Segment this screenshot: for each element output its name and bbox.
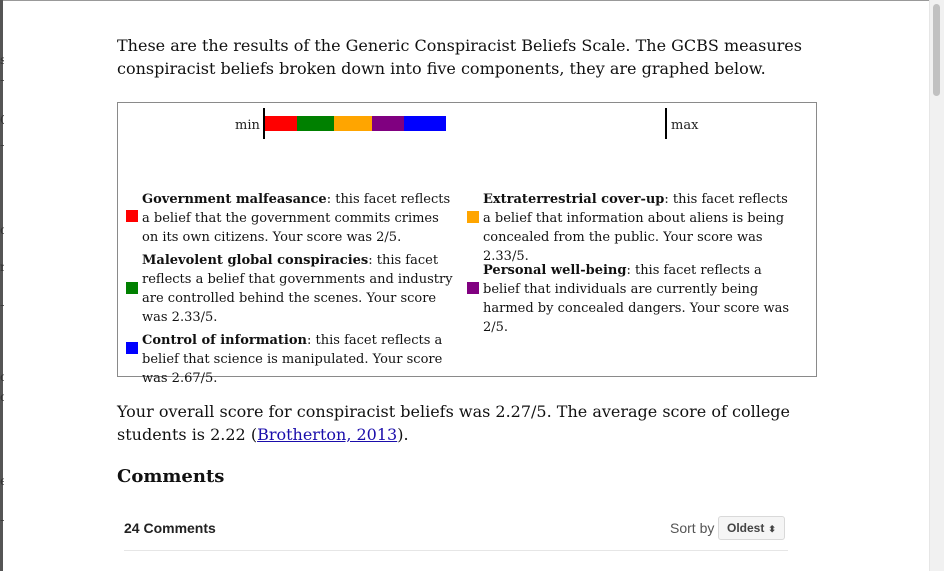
bar-segment-personal-well-being <box>371 116 404 131</box>
background-text-fragment: c <box>0 392 4 402</box>
legend-description: : this facet reflects a belief that gove… <box>142 253 453 325</box>
background-page-edge <box>0 0 3 571</box>
background-text-fragment: s <box>0 55 4 65</box>
overall-score-paragraph: Your overall score for conspiracist beli… <box>117 400 817 446</box>
chevron-updown-icon: ⬍ <box>768 524 776 534</box>
background-text-fragment: r <box>0 262 4 272</box>
sort-dropdown[interactable]: Oldest ⬍ <box>718 516 785 540</box>
legend-swatch-blue <box>126 342 138 354</box>
background-text-fragment: ⸺ <box>0 515 4 525</box>
legend-title: Personal well-being <box>483 263 627 278</box>
legend-swatch-red <box>126 210 138 222</box>
background-text-fragment: C <box>0 115 4 125</box>
comments-toolbar: 24 Comments Sort by Oldest ⬍ <box>124 510 788 551</box>
legend-title: Malevolent global conspiracies <box>142 253 369 268</box>
scale-max-label: max <box>671 118 699 133</box>
legend-swatch-green <box>126 282 138 294</box>
legend-control-of-information: Control of information: this facet refle… <box>126 331 456 386</box>
background-text-fragment: ⸺ <box>0 300 4 310</box>
legend-government-malfeasance: Government malfeasance: this facet refle… <box>126 190 456 247</box>
vertical-scrollbar[interactable] <box>929 0 944 571</box>
legend-title: Extraterrestrial cover-up <box>483 192 665 207</box>
background-text-fragment: ⸺ <box>0 140 4 150</box>
legend-swatch-orange <box>467 211 479 223</box>
bar-segment-extraterrestrial-cover-up <box>334 116 372 131</box>
overall-score-text: Your overall score for conspiracist beli… <box>117 402 790 444</box>
legend-description: : this facet reflects a belief that indi… <box>483 263 790 335</box>
legend-extraterrestrial-cover-up: Extraterrestrial cover-up: this facet re… <box>467 190 797 264</box>
bar-segment-malevolent-global-conspiracies <box>297 116 335 131</box>
scale-min-tick <box>263 108 265 139</box>
legend-description: : this facet reflects a belief that info… <box>483 192 788 264</box>
scale-min-label: min <box>235 118 260 133</box>
background-text-fragment: o <box>0 372 4 382</box>
citation-link[interactable]: Brotherton, 2013 <box>257 425 398 444</box>
background-text-fragment: c <box>0 225 4 235</box>
legend-title: Government malfeasance <box>142 192 327 207</box>
overall-score-text-end: ). <box>397 425 409 444</box>
comment-count: 24 Comments <box>124 520 216 536</box>
background-text-fragment: ⸺ <box>0 75 4 85</box>
scale-max-tick <box>665 108 667 139</box>
legend-description: : this facet reflects a belief that scie… <box>142 333 443 386</box>
legend-malevolent-global-conspiracies: Malevolent global conspiracies: this fac… <box>126 251 456 327</box>
legend-personal-well-being: Personal well-being: this facet reflects… <box>467 261 797 335</box>
sort-value: Oldest <box>727 521 765 535</box>
gcbs-chart: min max Government malfeasance: this fac… <box>117 102 817 386</box>
bar-segment-government-malfeasance <box>265 116 297 131</box>
sort-label: Sort by <box>670 520 715 536</box>
scrollbar-thumb[interactable] <box>933 4 940 96</box>
intro-paragraph: These are the results of the Generic Con… <box>117 36 802 78</box>
stacked-bar <box>265 116 665 131</box>
legend-description: : this facet reflects a belief that the … <box>142 192 451 245</box>
background-text-fragment: e <box>0 476 4 486</box>
legend-swatch-purple <box>467 282 479 294</box>
window-top-border <box>0 0 944 1</box>
bar-segment-control-of-information <box>403 116 447 131</box>
comments-heading: Comments <box>117 466 225 487</box>
legend-title: Control of information <box>142 333 307 348</box>
